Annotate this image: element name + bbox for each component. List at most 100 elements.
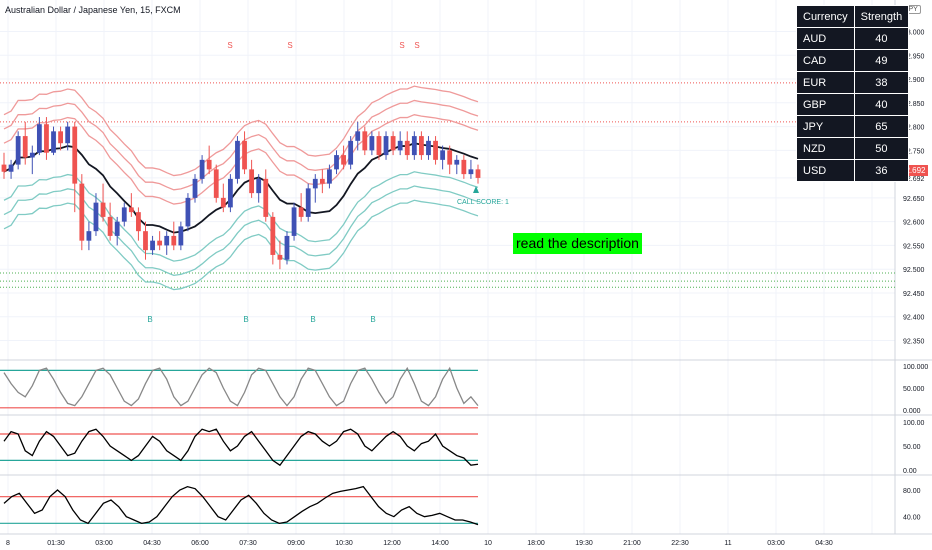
candle-body: [242, 140, 247, 170]
candle-body: [100, 202, 106, 217]
oscillator-axis-tick: 80.00: [903, 488, 921, 495]
buy-marker: B: [310, 315, 315, 324]
strength-value: 65: [853, 115, 910, 138]
candle-body: [213, 169, 219, 198]
candle-body: [164, 235, 170, 246]
candle-body: [341, 155, 346, 165]
candle-body: [284, 235, 290, 260]
candle-body: [249, 169, 255, 194]
sell-marker: S: [399, 41, 404, 50]
candle-body: [355, 131, 361, 141]
strength-row-gbp: GBP 40: [796, 93, 910, 116]
price-axis-tick: 92.450: [903, 291, 925, 298]
candle-body: [192, 178, 198, 198]
oscillator-axis-tick: 100.00: [903, 420, 925, 427]
oscillator-axis-tick: 0.00: [903, 468, 917, 475]
candle-body: [8, 164, 14, 172]
time-axis-label: 09:00: [287, 540, 305, 547]
strength-currency: NZD: [796, 137, 855, 160]
upper-band-line: [3, 99, 479, 191]
price-axis-tick: 92.850: [903, 101, 925, 108]
candle-body: [121, 207, 127, 222]
time-axis-label: 21:00: [623, 540, 641, 547]
call-arrow-icon: [473, 186, 479, 193]
price-axis-tick: 92.400: [903, 315, 925, 322]
candle-body: [150, 240, 155, 251]
time-axis-label: 06:00: [191, 540, 209, 547]
candle-body: [136, 212, 141, 232]
sell-marker: S: [287, 41, 292, 50]
candle-body: [419, 136, 424, 156]
candle-body: [157, 240, 163, 246]
last-price-label: 92.692: [898, 165, 929, 176]
price-axis-tick: 92.500: [903, 267, 925, 274]
buy-marker: B: [147, 315, 152, 324]
strength-value: 40: [853, 27, 910, 50]
candle-body: [199, 159, 205, 179]
candle-body: [383, 136, 389, 156]
price-axis-tick: 92.800: [903, 125, 925, 132]
candle-body: [143, 231, 148, 251]
candle-body: [298, 207, 304, 217]
candle-body: [227, 178, 233, 208]
price-axis-tick: 92.950: [903, 53, 925, 60]
candle-body: [327, 169, 332, 184]
strength-value: 40: [853, 93, 910, 116]
candle-body: [22, 136, 28, 158]
upper-band-line: [3, 85, 479, 177]
price-axis-tick: 92.650: [903, 196, 925, 203]
candle-body: [51, 131, 56, 153]
strength-currency: CAD: [796, 49, 855, 72]
oscillator-axis-tick: 50.00: [903, 444, 921, 451]
candle-body: [263, 178, 269, 217]
oscillator-line: [3, 485, 479, 526]
upper-band-line: [3, 114, 479, 205]
strength-currency: AUD: [796, 27, 855, 50]
candle-body: [93, 202, 99, 232]
candle-body: [107, 216, 113, 236]
candle-body: [178, 226, 184, 246]
oscillator-axis-tick: 0.000: [903, 408, 921, 415]
currency-strength-table: Currency Strength AUD 40 CAD 49 EUR 38 G…: [796, 5, 910, 182]
strength-row-jpy: JPY 65: [796, 115, 910, 138]
price-axis-tick: 92.692: [903, 176, 925, 183]
candle-body: [447, 150, 453, 165]
candle-body: [1, 164, 7, 172]
candle-body: [461, 159, 467, 175]
candle-body: [454, 159, 460, 165]
candle-body: [334, 155, 339, 170]
buy-marker: B: [243, 315, 248, 324]
candle-body: [79, 183, 85, 241]
candle-body: [411, 136, 417, 156]
strength-header-strength: Strength: [853, 5, 910, 28]
candle-body: [440, 150, 446, 160]
candle-body: [348, 140, 354, 165]
chart-title: Australian Dollar / Japanese Yen, 15, FX…: [5, 5, 181, 15]
candle-body: [468, 169, 474, 175]
time-axis-label: 11: [724, 540, 731, 547]
strength-value: 36: [853, 159, 910, 182]
strength-currency: EUR: [796, 71, 855, 94]
strength-currency: JPY: [796, 115, 855, 138]
time-axis-label: 04:30: [815, 540, 833, 547]
time-axis-label: 14:00: [431, 540, 449, 547]
time-axis-label: 10:30: [335, 540, 353, 547]
strength-value: 38: [853, 71, 910, 94]
price-axis-tick: 92.600: [903, 220, 925, 227]
time-axis-label: 03:00: [95, 540, 113, 547]
price-axis-tick: 92.350: [903, 338, 925, 345]
candle-body: [29, 152, 35, 158]
candle-body: [220, 197, 226, 208]
candle-body: [305, 188, 311, 217]
candle-body: [256, 178, 262, 194]
candle-body: [270, 216, 276, 255]
strength-currency: GBP: [796, 93, 855, 116]
candle-body: [114, 221, 120, 236]
time-axis-label: 18:00: [527, 540, 545, 547]
strength-row-cad: CAD 49: [796, 49, 910, 72]
candle-body: [44, 124, 49, 153]
candle-body: [185, 197, 191, 227]
time-axis-label: 10: [484, 540, 492, 547]
oscillator-axis-tick: 50.000: [903, 386, 925, 393]
